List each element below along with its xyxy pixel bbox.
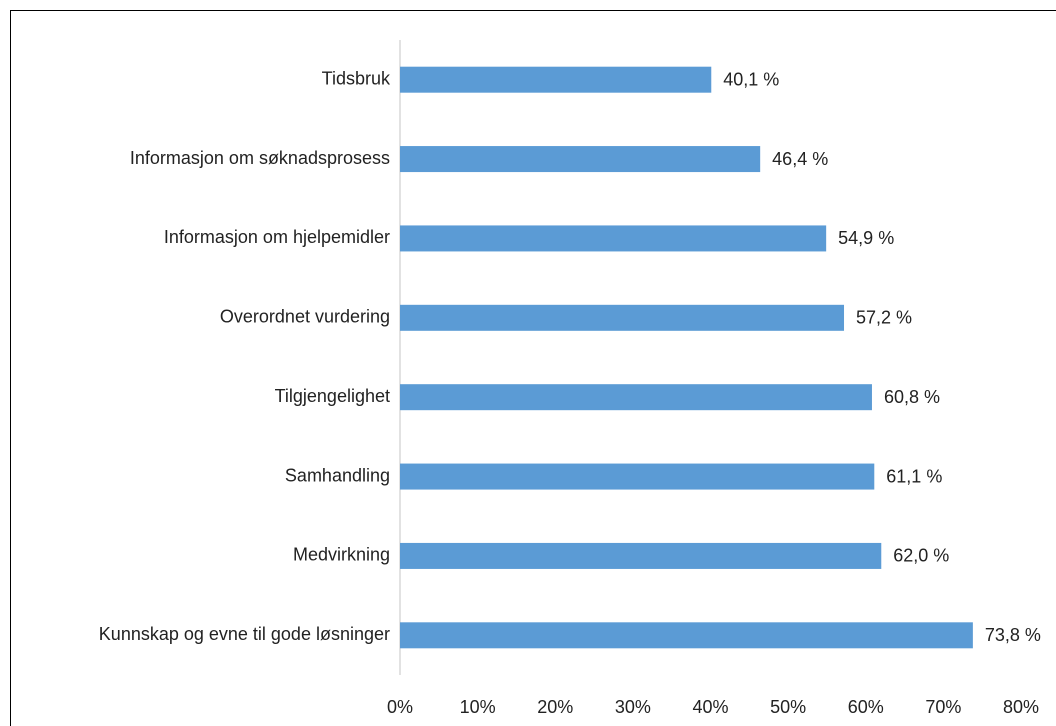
bar	[400, 622, 973, 649]
value-label: 54,9 %	[838, 228, 894, 248]
x-tick-label: 70%	[925, 697, 961, 717]
y-tick-label: Tilgjengelighet	[275, 386, 390, 406]
x-tick-label: 20%	[537, 697, 573, 717]
bar	[400, 542, 882, 569]
bar	[400, 66, 712, 93]
value-label: 60,8 %	[884, 387, 940, 407]
bar	[400, 384, 872, 411]
chart-frame	[10, 10, 1056, 726]
value-label: 62,0 %	[893, 546, 949, 566]
x-tick-label: 0%	[387, 697, 413, 717]
x-tick-label: 30%	[615, 697, 651, 717]
value-label: 40,1 %	[723, 69, 779, 89]
value-label: 73,8 %	[985, 625, 1041, 645]
y-tick-label: Informasjon om hjelpemidler	[164, 227, 390, 247]
bar	[400, 146, 761, 173]
y-tick-label: Overordnet vurdering	[220, 307, 390, 327]
y-tick-label: Kunnskap og evne til gode løsninger	[99, 624, 390, 644]
value-label: 61,1 %	[886, 466, 942, 486]
y-tick-label: Samhandling	[285, 465, 390, 485]
bar	[400, 463, 875, 490]
y-tick-label: Tidsbruk	[322, 68, 391, 88]
x-tick-label: 50%	[770, 697, 806, 717]
x-tick-label: 40%	[692, 697, 728, 717]
x-tick-label: 10%	[460, 697, 496, 717]
bar	[400, 304, 845, 331]
bar	[400, 225, 827, 252]
y-tick-label: Medvirkning	[293, 545, 390, 565]
value-label: 57,2 %	[856, 308, 912, 328]
value-label: 46,4 %	[772, 149, 828, 169]
x-tick-label: 60%	[848, 697, 884, 717]
x-tick-label: 80%	[1003, 697, 1039, 717]
y-tick-label: Informasjon om søknadsprosess	[130, 148, 390, 168]
